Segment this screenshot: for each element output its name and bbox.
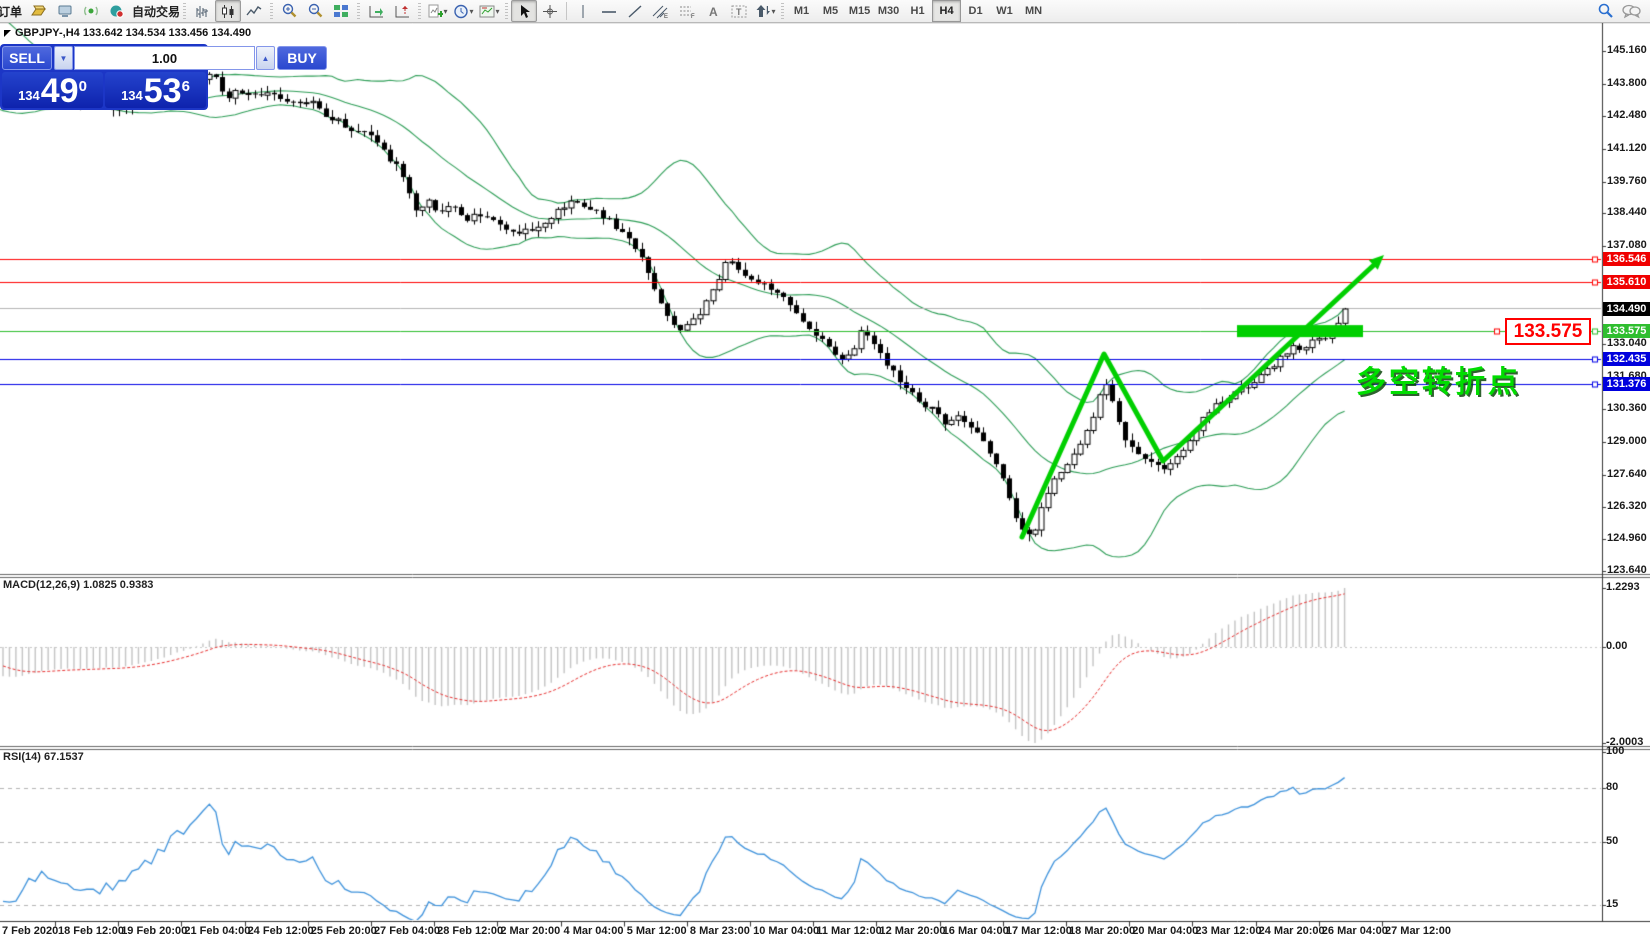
templates-icon[interactable]: ▾	[476, 0, 502, 22]
timeframe-m15[interactable]: M15	[848, 5, 871, 17]
tile-windows-icon[interactable]	[328, 0, 354, 22]
zoom-in-icon[interactable]	[276, 0, 302, 22]
one-click-trading-panel: SELL ▼ ▲ BUY 134 49 0 134 53 6	[0, 44, 327, 110]
new-order-button[interactable]: 新订单	[0, 4, 23, 19]
search-icon[interactable]	[1592, 0, 1618, 22]
timeframe-m1[interactable]: M1	[793, 5, 810, 17]
auto-scroll-icon[interactable]	[363, 0, 389, 22]
sell-price-prefix: 134	[18, 87, 40, 103]
bar-chart-icon[interactable]	[189, 0, 215, 22]
volume-stepper: ▼ ▲	[54, 46, 275, 70]
trendline-icon[interactable]	[622, 0, 648, 22]
chart-shift-icon[interactable]	[389, 0, 415, 22]
buy-button[interactable]: BUY	[277, 46, 327, 70]
volume-decrease-button[interactable]: ▼	[54, 46, 73, 70]
line-chart-icon[interactable]	[241, 0, 267, 22]
metaeditor-icon[interactable]	[52, 0, 78, 22]
price-level-callout[interactable]: 133.575	[1505, 318, 1591, 345]
vertical-line-icon[interactable]	[570, 0, 596, 22]
fibonacci-icon[interactable]: F	[674, 0, 700, 22]
sell-price-big: 49	[40, 71, 79, 110]
text-icon[interactable]: A	[700, 0, 726, 22]
autotrading-button[interactable]: 自动交易	[132, 4, 181, 19]
candlestick-chart-icon[interactable]	[215, 0, 242, 22]
signals-icon[interactable]	[78, 0, 104, 22]
timeframe-m30[interactable]: M30	[877, 5, 900, 17]
sell-price[interactable]: 134 49 0	[2, 72, 103, 108]
timeframe-mn[interactable]: MN	[1024, 5, 1043, 17]
timeframe-h4[interactable]: H4	[932, 0, 962, 22]
crosshair-icon[interactable]	[537, 0, 563, 22]
timeframe-d1[interactable]: D1	[968, 5, 983, 17]
buy-price-big: 53	[143, 71, 182, 110]
volume-input[interactable]	[74, 46, 255, 70]
sell-button[interactable]: SELL	[2, 46, 52, 70]
timeframe-bar: M1 M5 M15 M30 H1 H4 D1 W1 MN	[787, 0, 1048, 22]
equidistant-channel-icon[interactable]: E	[648, 0, 674, 22]
timeframe-h1[interactable]: H1	[910, 5, 925, 17]
buy-price-sup: 6	[181, 78, 190, 95]
buy-price-prefix: 134	[121, 87, 143, 103]
horizontal-line-icon[interactable]	[596, 0, 622, 22]
svg-text:E: E	[664, 14, 668, 19]
timeframe-w1[interactable]: W1	[996, 5, 1013, 17]
svg-text:F: F	[691, 14, 695, 19]
periods-icon[interactable]: ▾	[450, 0, 476, 22]
autotrading-icon[interactable]	[104, 0, 130, 22]
timeframe-m5[interactable]: M5	[822, 5, 839, 17]
chat-icon[interactable]	[1618, 0, 1644, 22]
zoom-out-icon[interactable]	[302, 0, 328, 22]
bull-bear-turning-point-annotation[interactable]: 多空转折点	[1356, 365, 1521, 400]
text-label-icon[interactable]: T	[726, 0, 752, 22]
volume-increase-button[interactable]: ▲	[256, 46, 275, 70]
buy-price[interactable]: 134 53 6	[105, 72, 206, 108]
cursor-icon[interactable]	[511, 0, 538, 22]
indicators-icon[interactable]: ▾	[424, 0, 450, 22]
sell-price-sup: 0	[78, 78, 87, 95]
main-toolbar: 新订单 自动交易 ▾ ▾ ▾ E F A T ▾ M1 M5 M15 M30 H1 H4 D…	[0, 0, 1650, 23]
svg-text:A: A	[709, 5, 718, 19]
arrows-icon[interactable]: ▾	[752, 0, 778, 22]
new-order-icon[interactable]	[26, 0, 52, 22]
svg-text:T: T	[736, 7, 742, 17]
